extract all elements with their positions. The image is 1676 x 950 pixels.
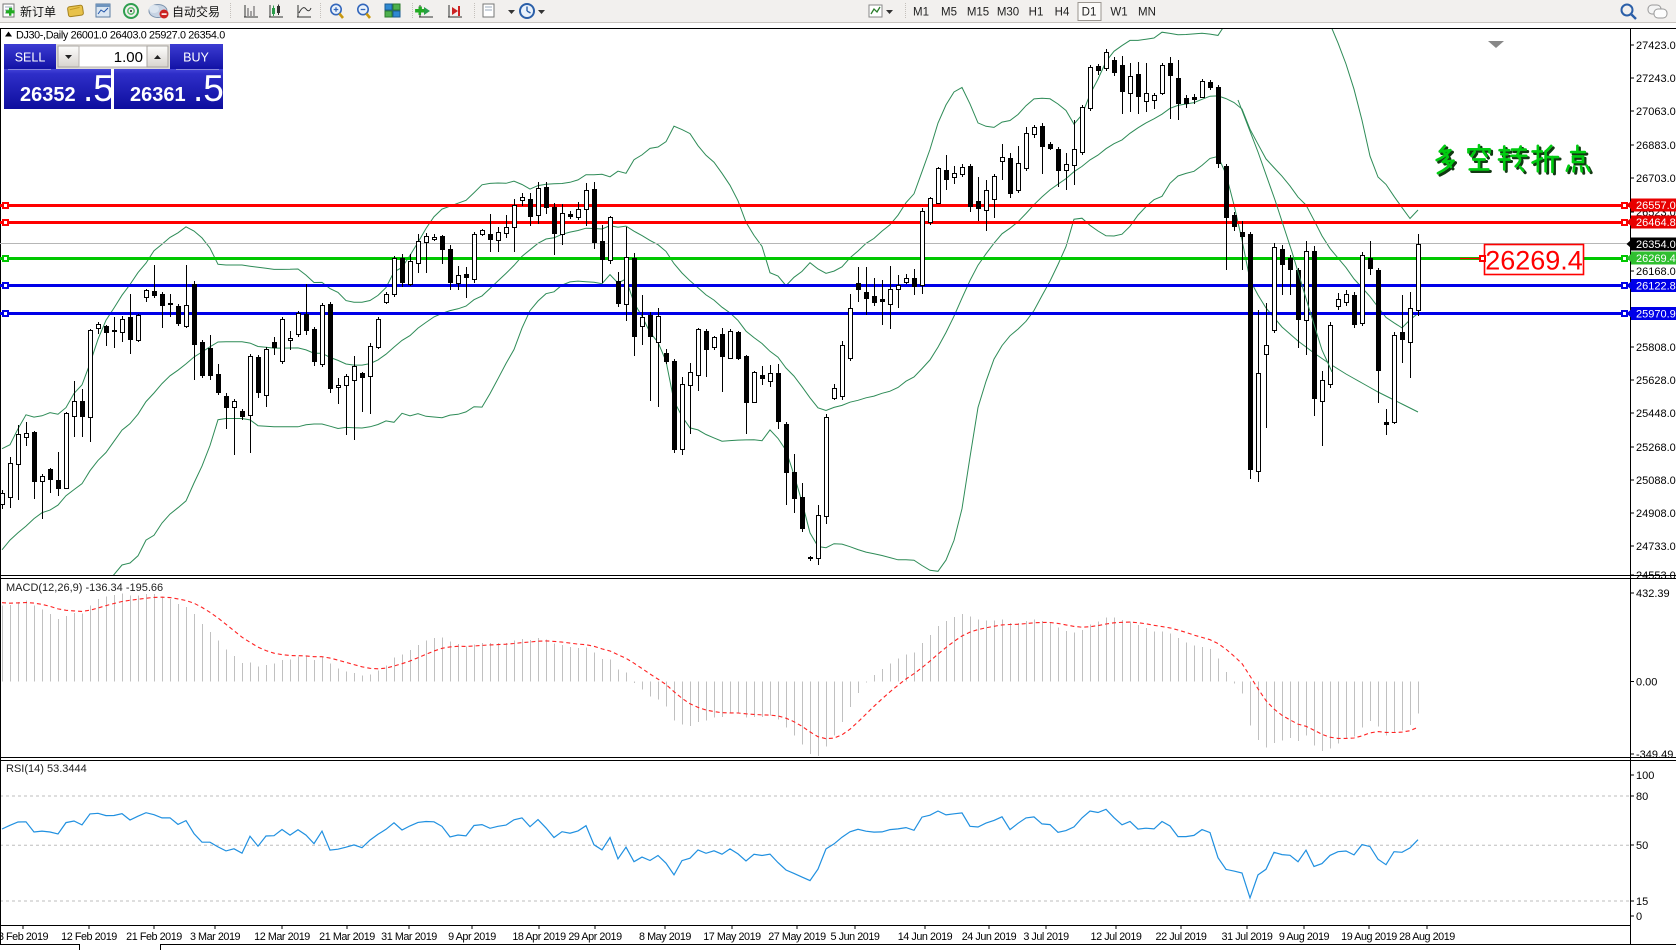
svg-text:26352: 26352 [20,84,76,106]
svg-text:H1: H1 [1029,7,1044,19]
svg-text:1.00: 1.00 [114,49,143,66]
svg-text:27063.0: 27063.0 [1636,106,1676,118]
svg-text:25088.0: 25088.0 [1636,475,1676,487]
svg-text:26122.8: 26122.8 [1636,281,1676,293]
svg-text:3 Jul 2019: 3 Jul 2019 [1023,931,1069,943]
svg-text:H4: H4 [1055,7,1070,19]
svg-text:0: 0 [1636,911,1642,923]
svg-text:100: 100 [1636,770,1654,782]
svg-text:3 Mar 2019: 3 Mar 2019 [190,931,241,943]
svg-text:22 Jul 2019: 22 Jul 2019 [1156,931,1207,943]
svg-text:432.39: 432.39 [1636,588,1670,600]
svg-text:18 Apr 2019: 18 Apr 2019 [512,931,566,943]
svg-text:26464.8: 26464.8 [1636,217,1676,229]
svg-text:27423.0: 27423.0 [1636,40,1676,52]
svg-text:25970.9: 25970.9 [1636,309,1676,321]
svg-text:3 Feb 2019: 3 Feb 2019 [0,931,49,943]
svg-text:RSI(14) 53.3444: RSI(14) 53.3444 [6,763,87,775]
svg-text:BUY: BUY [183,51,209,65]
svg-text:26269.4: 26269.4 [1485,246,1583,276]
svg-text:24553.0: 24553.0 [1636,570,1676,582]
svg-text:.5: .5 [193,68,224,109]
svg-text:W1: W1 [1110,7,1127,19]
svg-text:24908.0: 24908.0 [1636,508,1676,520]
svg-text:9 Aug 2019: 9 Aug 2019 [1279,931,1330,943]
svg-text:21 Feb 2019: 21 Feb 2019 [126,931,182,943]
svg-text:25448.0: 25448.0 [1636,408,1676,420]
svg-text:26703.0: 26703.0 [1636,173,1676,185]
svg-text:12 Mar 2019: 12 Mar 2019 [254,931,310,943]
svg-text:14 Jun 2019: 14 Jun 2019 [898,931,953,943]
svg-text:26269.4: 26269.4 [1636,253,1676,265]
svg-text:M15: M15 [967,7,989,19]
svg-text:8 May 2019: 8 May 2019 [639,931,691,943]
svg-text:24 Jun 2019: 24 Jun 2019 [962,931,1017,943]
svg-text:17 May 2019: 17 May 2019 [703,931,761,943]
svg-text:80: 80 [1636,791,1648,803]
svg-text:M1: M1 [913,7,929,19]
svg-text:21 Mar 2019: 21 Mar 2019 [319,931,375,943]
svg-text:MACD(12,26,9) -136.34 -195.66: MACD(12,26,9) -136.34 -195.66 [6,582,163,594]
svg-text:27 May 2019: 27 May 2019 [768,931,826,943]
svg-text:DJ30-,Daily 26001.0 26403.0 2: DJ30-,Daily 26001.0 26403.0 25927.0 2635… [16,30,225,42]
svg-text:MN: MN [1138,7,1156,19]
svg-text:SELL: SELL [15,51,46,65]
svg-text:15: 15 [1636,896,1648,908]
svg-text:自动交易: 自动交易 [172,4,220,19]
svg-text:31 Jul 2019: 31 Jul 2019 [1222,931,1273,943]
svg-text:25808.0: 25808.0 [1636,342,1676,354]
svg-text:29 Apr 2019: 29 Apr 2019 [568,931,622,943]
svg-text:26168.0: 26168.0 [1636,266,1676,278]
svg-text:27243.0: 27243.0 [1636,73,1676,85]
svg-text:26557.0: 26557.0 [1636,200,1676,212]
svg-text:-349.49: -349.49 [1636,749,1673,761]
svg-text:19 Aug 2019: 19 Aug 2019 [1341,931,1397,943]
svg-text:.5: .5 [83,68,114,109]
svg-text:25268.0: 25268.0 [1636,442,1676,454]
svg-text:28 Aug 2019: 28 Aug 2019 [1399,931,1455,943]
svg-text:26361: 26361 [130,84,186,106]
svg-text:5 Jun 2019: 5 Jun 2019 [831,931,880,943]
svg-text:9 Apr 2019: 9 Apr 2019 [448,931,496,943]
svg-text:12 Feb 2019: 12 Feb 2019 [61,931,117,943]
svg-text:M5: M5 [941,7,957,19]
svg-text:D1: D1 [1082,7,1097,19]
svg-text:25628.0: 25628.0 [1636,375,1676,387]
svg-text:新订单: 新订单 [20,4,56,19]
svg-text:24733.0: 24733.0 [1636,541,1676,553]
svg-text:12 Jul 2019: 12 Jul 2019 [1091,931,1142,943]
svg-text:31 Mar 2019: 31 Mar 2019 [381,931,437,943]
svg-text:50: 50 [1636,840,1648,852]
svg-text:M30: M30 [997,7,1019,19]
svg-text:0.00: 0.00 [1636,677,1657,689]
svg-text:26883.0: 26883.0 [1636,140,1676,152]
svg-text:26354.0: 26354.0 [1636,239,1676,251]
